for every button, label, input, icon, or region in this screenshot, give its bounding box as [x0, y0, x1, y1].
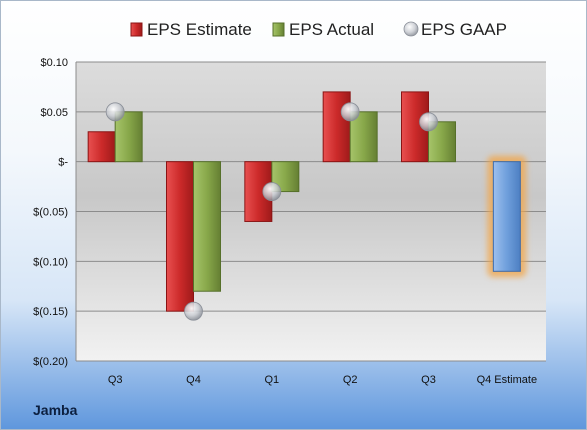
y-tick-label: $(0.20)	[33, 356, 68, 368]
y-tick-label: $(0.15)	[33, 306, 68, 318]
company-name: Jamba	[33, 402, 78, 418]
y-tick-label: $0.05	[40, 107, 68, 119]
legend-eps-estimate-label: EPS Estimate	[147, 20, 252, 39]
eps-gaap-marker	[419, 112, 438, 132]
x-tick-label: Q2	[343, 374, 358, 386]
legend-eps-actual-swatch	[272, 22, 285, 37]
eps-estimate-bar	[322, 91, 351, 163]
eps-gaap-marker	[340, 102, 360, 122]
eps-estimate-bar	[166, 161, 194, 312]
eps-estimate-bar	[87, 131, 116, 163]
eps-gaap-marker	[184, 301, 203, 321]
y-tick-label: $(0.05)	[33, 207, 68, 219]
x-tick-label: Q1	[264, 374, 279, 386]
x-tick-label: Q3	[108, 374, 123, 386]
x-tick-label: Q4	[186, 374, 201, 386]
eps-actual-bar	[193, 161, 221, 292]
legend-eps-gaap-swatch	[403, 21, 419, 37]
legend-eps-gaap-label: EPS GAAP	[421, 20, 507, 39]
eps-actual-bar	[114, 111, 143, 163]
eps-actual-bar	[349, 111, 378, 163]
x-tick-label: Q3	[421, 374, 436, 386]
legend-eps-actual-label: EPS Actual	[289, 20, 374, 39]
x-tick-label: Q4 Estimate	[477, 374, 538, 386]
legend-eps-estimate-swatch	[130, 22, 143, 37]
eps-gaap-marker	[262, 182, 282, 201]
y-tick-label: $(0.10)	[33, 256, 68, 268]
eps-gaap-marker	[105, 102, 125, 122]
y-tick-label: $0.10	[40, 57, 68, 69]
y-tick-label: $-	[58, 157, 68, 169]
eps-estimate-future-bar	[492, 161, 521, 272]
